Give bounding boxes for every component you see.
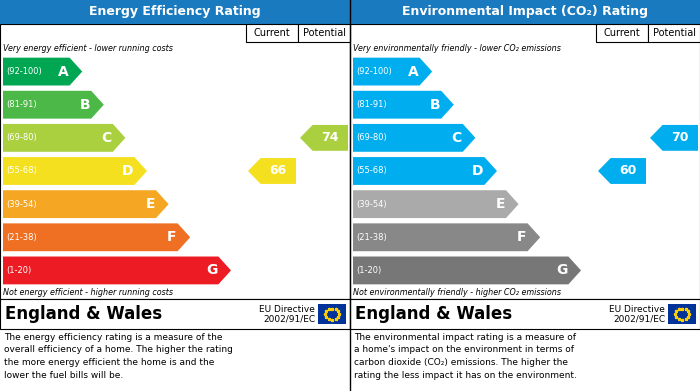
Text: 60: 60 <box>620 165 637 178</box>
Text: The environmental impact rating is a measure of
a home's impact on the environme: The environmental impact rating is a mea… <box>354 333 577 380</box>
Polygon shape <box>3 157 147 185</box>
Text: 70: 70 <box>671 131 689 144</box>
Bar <box>350 299 700 329</box>
Text: (92-100): (92-100) <box>356 67 392 76</box>
Polygon shape <box>3 256 231 284</box>
Text: Environmental Impact (CO₂) Rating: Environmental Impact (CO₂) Rating <box>402 5 648 18</box>
Text: (1-20): (1-20) <box>6 266 32 275</box>
Text: D: D <box>472 164 484 178</box>
Text: C: C <box>102 131 112 145</box>
Text: G: G <box>556 264 568 278</box>
Polygon shape <box>650 125 698 151</box>
Text: 2002/91/EC: 2002/91/EC <box>613 315 665 324</box>
Text: (21-38): (21-38) <box>356 233 386 242</box>
Text: (1-20): (1-20) <box>356 266 382 275</box>
Bar <box>298 24 350 42</box>
Polygon shape <box>3 91 104 118</box>
Text: (55-68): (55-68) <box>356 167 386 176</box>
Polygon shape <box>353 223 540 251</box>
Text: (39-54): (39-54) <box>356 200 386 209</box>
Text: F: F <box>167 230 176 244</box>
Text: Not environmentally friendly - higher CO₂ emissions: Not environmentally friendly - higher CO… <box>353 288 561 297</box>
Text: (81-91): (81-91) <box>6 100 36 109</box>
Text: E: E <box>146 197 155 211</box>
Bar <box>0 0 350 24</box>
Text: (69-80): (69-80) <box>6 133 36 142</box>
Polygon shape <box>353 57 432 86</box>
Bar <box>318 304 346 324</box>
Text: E: E <box>496 197 505 211</box>
Polygon shape <box>3 124 125 152</box>
Text: 2002/91/EC: 2002/91/EC <box>263 315 315 324</box>
Text: (81-91): (81-91) <box>356 100 386 109</box>
Polygon shape <box>3 223 190 251</box>
Text: EU Directive: EU Directive <box>609 305 665 314</box>
Text: B: B <box>80 98 90 112</box>
Polygon shape <box>300 125 348 151</box>
Text: Very energy efficient - lower running costs: Very energy efficient - lower running co… <box>3 44 173 53</box>
Bar <box>668 304 696 324</box>
Text: (69-80): (69-80) <box>356 133 386 142</box>
Bar <box>350 24 700 299</box>
Text: (21-38): (21-38) <box>6 233 36 242</box>
Polygon shape <box>353 256 581 284</box>
Polygon shape <box>353 91 454 118</box>
Text: Not energy efficient - higher running costs: Not energy efficient - higher running co… <box>3 288 173 297</box>
Text: Current: Current <box>253 28 290 38</box>
Bar <box>0 299 350 329</box>
Text: (92-100): (92-100) <box>6 67 42 76</box>
Bar <box>648 24 700 42</box>
Text: 66: 66 <box>270 165 287 178</box>
Text: (55-68): (55-68) <box>6 167 36 176</box>
Text: Potential: Potential <box>652 28 696 38</box>
Text: B: B <box>430 98 440 112</box>
Bar <box>596 24 648 42</box>
Text: Energy Efficiency Rating: Energy Efficiency Rating <box>89 5 261 18</box>
Text: A: A <box>408 65 419 79</box>
Polygon shape <box>3 57 82 86</box>
Bar <box>246 24 298 42</box>
Text: G: G <box>206 264 218 278</box>
Text: D: D <box>122 164 134 178</box>
Polygon shape <box>598 158 646 184</box>
Text: Current: Current <box>603 28 640 38</box>
Text: The energy efficiency rating is a measure of the
overall efficiency of a home. T: The energy efficiency rating is a measur… <box>4 333 233 380</box>
Polygon shape <box>353 124 475 152</box>
Polygon shape <box>248 158 296 184</box>
Text: England & Wales: England & Wales <box>5 305 162 323</box>
Text: A: A <box>58 65 69 79</box>
Text: F: F <box>517 230 526 244</box>
Text: EU Directive: EU Directive <box>259 305 315 314</box>
Polygon shape <box>3 190 169 218</box>
Polygon shape <box>353 190 519 218</box>
Text: Potential: Potential <box>302 28 346 38</box>
Text: Very environmentally friendly - lower CO₂ emissions: Very environmentally friendly - lower CO… <box>353 44 561 53</box>
Polygon shape <box>353 157 497 185</box>
Text: England & Wales: England & Wales <box>355 305 512 323</box>
Text: C: C <box>452 131 462 145</box>
Text: 74: 74 <box>321 131 339 144</box>
Bar <box>350 0 700 24</box>
Text: (39-54): (39-54) <box>6 200 36 209</box>
Bar <box>0 24 350 299</box>
